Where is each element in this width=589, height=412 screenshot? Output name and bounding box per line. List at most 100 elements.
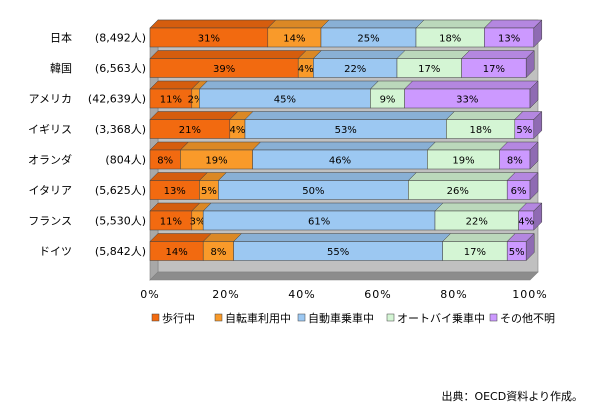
bar-segment <box>434 202 528 231</box>
data-label: 17% <box>464 247 486 258</box>
data-label: 9% <box>380 95 396 106</box>
data-label: 25% <box>357 34 379 45</box>
data-label: 22% <box>466 217 488 228</box>
bar-segment <box>517 202 543 231</box>
data-label: 46% <box>329 156 351 167</box>
data-label: 5% <box>516 125 532 136</box>
x-tick-label: 60% <box>364 288 391 301</box>
category-count-label: (804人) <box>105 154 146 167</box>
data-label: 14% <box>165 247 187 258</box>
category-label: 韓国 <box>50 62 72 75</box>
data-label: 8% <box>157 156 173 167</box>
bar-segment <box>149 233 212 261</box>
legend-swatch <box>489 313 498 322</box>
data-label: 11% <box>160 217 182 228</box>
data-label: 8% <box>507 156 523 167</box>
category-label: 日本 <box>50 31 72 45</box>
data-label: 21% <box>179 125 201 136</box>
bar-segment <box>403 80 539 109</box>
data-label: 3% <box>190 217 206 228</box>
bar-segment <box>407 172 516 200</box>
bar-segment <box>396 50 471 78</box>
data-label: 4% <box>518 217 534 228</box>
legend-swatch <box>151 313 160 322</box>
category-label: フランス <box>28 215 72 228</box>
legend-label: その他不明 <box>500 312 555 325</box>
bar-segment <box>179 141 262 170</box>
data-label: 8% <box>210 247 226 258</box>
legend-item: 歩行中 <box>151 311 195 325</box>
bar-segment <box>202 202 444 231</box>
legend-label: 自転車利用中 <box>225 311 291 325</box>
bar-segment <box>460 49 535 79</box>
bar-segment <box>445 111 524 139</box>
bar-segment <box>320 19 425 48</box>
data-label: 31% <box>198 34 220 45</box>
bar-segment <box>441 233 516 261</box>
data-label: 18% <box>469 125 491 136</box>
data-label: 26% <box>447 186 469 197</box>
legend-item: その他不明 <box>489 312 555 325</box>
category-count-label: (5,530人) <box>95 215 146 228</box>
x-tick-label: 80% <box>440 288 467 301</box>
data-label: 17% <box>483 64 505 75</box>
data-label: 4% <box>229 125 245 136</box>
bar-segment <box>498 141 539 170</box>
x-tick-label: 0% <box>140 288 159 301</box>
bar-segment <box>149 141 190 170</box>
bar-segment <box>506 171 539 201</box>
data-label: 53% <box>335 125 357 136</box>
legend-item: 自転車利用中 <box>214 311 291 325</box>
data-label: 11% <box>160 95 182 106</box>
bar-segment <box>149 202 201 231</box>
legend-label: 歩行中 <box>162 311 195 325</box>
category-label: イタリア <box>28 184 72 197</box>
legend-item: オートバイ乗車中 <box>386 311 485 325</box>
category-label: オランダ <box>28 153 72 167</box>
data-label: 4% <box>298 64 314 75</box>
data-label: 17% <box>418 64 440 75</box>
bar-segment <box>149 80 201 109</box>
bar-segment <box>426 141 509 170</box>
category-count-label: (5,625人) <box>95 184 146 197</box>
legend-swatch <box>214 313 223 322</box>
category-count-label: (6,563人) <box>95 62 146 75</box>
chart-floor <box>149 271 539 281</box>
data-label: 13% <box>164 186 186 197</box>
category-label: ドイツ <box>39 245 72 258</box>
bar-segment <box>232 233 452 261</box>
bar-segment <box>251 141 437 170</box>
bar-segment <box>244 111 456 139</box>
category-label: アメリカ <box>29 93 72 106</box>
data-label: 5% <box>201 186 217 197</box>
bar-segment <box>297 50 323 78</box>
legend-swatch <box>297 313 306 322</box>
data-label: 5% <box>509 247 525 258</box>
bar-segment <box>506 232 535 262</box>
bar-segment <box>483 19 543 48</box>
data-label: 19% <box>452 156 474 167</box>
bar-segment <box>149 50 307 78</box>
legend-label: オートバイ乗車中 <box>397 311 485 325</box>
category-label: イギリス <box>28 123 72 136</box>
data-label: 2% <box>188 95 204 106</box>
legend-label: 自動車乗車中 <box>308 311 374 325</box>
bar-segment <box>514 110 543 140</box>
x-tick-label: 100% <box>512 288 547 301</box>
bar-segment <box>198 80 380 109</box>
data-label: 39% <box>213 64 235 75</box>
data-label: 18% <box>439 34 461 45</box>
source-note: 出典：OECD資料より作成。 <box>441 389 583 403</box>
category-count-label: (8,492人) <box>95 32 146 45</box>
data-label: 33% <box>456 95 478 106</box>
bar-segment <box>312 50 406 78</box>
data-label: 50% <box>302 186 324 197</box>
data-label: 19% <box>205 156 227 167</box>
data-label: 6% <box>511 186 527 197</box>
category-count-label: (3,368人) <box>95 123 146 136</box>
category-count-label: (5,842人) <box>95 245 146 258</box>
data-label: 45% <box>274 95 296 106</box>
bar-segment <box>267 19 330 48</box>
category-count-label: (42,639人) <box>88 93 146 106</box>
